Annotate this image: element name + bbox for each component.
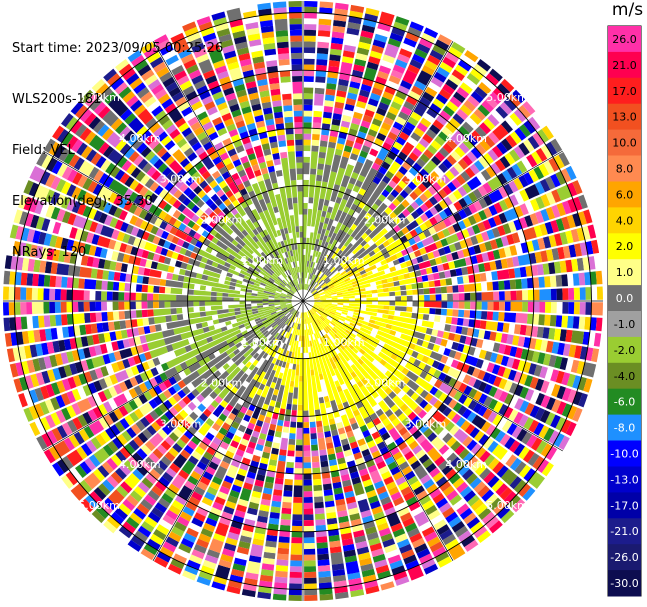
- colorbar-tick-label: -10.0: [610, 448, 638, 461]
- range-ring-label: 1.00km: [323, 254, 365, 267]
- range-ring-labels: 1.00km 1.00km 1.00km 1.00km 2.00km 2.00km 2.00…: [78, 91, 528, 512]
- colorbar-swatch: [608, 207, 641, 234]
- colorbar-swatch: [608, 285, 641, 312]
- colorbar-tick-label: 8.0: [616, 163, 634, 176]
- colorbar-swatch: [608, 51, 641, 79]
- scan-info: Start time: 2023/09/05 00:25:26 WLS200s-…: [12, 6, 223, 278]
- colorbar-tick-label: -21.0: [610, 525, 638, 538]
- colorbar-tick-label: -26.0: [610, 551, 638, 564]
- azimuth-spoke: [43, 300, 304, 452]
- colorbar-tick-label: 17.0: [612, 85, 637, 98]
- colorbar-swatch: [608, 440, 641, 467]
- azimuth-spoke: [152, 41, 304, 302]
- range-ring-label: 2.00km: [201, 213, 243, 226]
- colorbar-tick-label: -30.0: [610, 577, 638, 590]
- colorbar-swatch: [608, 362, 641, 390]
- azimuth-spoke: [43, 150, 304, 302]
- colorbar-tick-label: -17.0: [610, 499, 638, 512]
- range-ring-label: 4.00km: [119, 132, 161, 145]
- colorbar-tick-label: -2.0: [614, 344, 635, 357]
- colorbar-swatch: [608, 77, 641, 105]
- range-ring-label: 1.00km: [241, 336, 283, 349]
- colorbar-swatch: [608, 26, 641, 53]
- colorbar-tick-label: -6.0: [614, 396, 635, 409]
- start-time-label: Start time: 2023/09/05 00:25:26: [12, 41, 224, 56]
- range-ring-label: 3.00km: [405, 173, 447, 186]
- range-ring-label: 4.00km: [445, 458, 487, 471]
- colorbar-tick-label: 0.0: [616, 292, 634, 305]
- gate-cells: [4, 4, 583, 601]
- colorbar-tick-label: -13.0: [610, 473, 638, 486]
- azimuth-spokes: [3, 1, 603, 601]
- colorbar-swatch: [608, 155, 641, 182]
- gate-cells: [3, 7, 603, 590]
- colorbar-tick-label: 26.0: [612, 33, 637, 46]
- range-ring-label: 1.00km: [241, 254, 283, 267]
- colorbar-tick-label: 10.0: [612, 137, 637, 150]
- azimuth-spoke: [302, 300, 454, 561]
- field-label: Field: VEL: [12, 143, 75, 158]
- azimuth-spoke: [302, 300, 563, 452]
- range-ring-label: 4.00km: [119, 458, 161, 471]
- colorbar-swatch: [608, 336, 641, 364]
- colorbar-tick-label: -4.0: [614, 370, 635, 383]
- elevation-label: Elevation(deg): 35.30: [12, 194, 153, 209]
- range-ring-label: 1.00km: [323, 336, 365, 349]
- instrument-label: WLS200s-181: [12, 92, 102, 107]
- range-ring-label: 5.00km: [486, 499, 528, 512]
- range-ring-label: 4.00km: [445, 132, 487, 145]
- colorbar-title: m/s: [611, 0, 644, 20]
- range-ring-label: 5.00km: [78, 91, 120, 104]
- range-ring-label: 2.00km: [364, 377, 406, 390]
- colorbar-swatch: [608, 311, 641, 338]
- range-ring-label: 2.00km: [364, 213, 406, 226]
- colorbar-tick-label: -1.0: [614, 318, 635, 331]
- azimuth-spoke: [302, 41, 454, 302]
- colorbar-swatch: [608, 518, 641, 545]
- colorbar-swatch: [608, 388, 641, 416]
- colorbar-swatch: [608, 570, 641, 597]
- range-ring-label: 3.00km: [160, 173, 202, 186]
- range-ring-label: 3.00km: [160, 417, 202, 430]
- range-ring-label: 5.00km: [486, 91, 528, 104]
- range-ring-label: 5.00km: [78, 499, 120, 512]
- colorbar-swatch: [608, 259, 641, 286]
- colorbar-tick-label: 1.0: [616, 266, 634, 279]
- azimuth-spoke: [302, 150, 563, 302]
- colorbar-swatch: [608, 544, 641, 571]
- colorbar-swatch: [608, 103, 641, 131]
- azimuth-spoke: [152, 300, 304, 561]
- radar-gates: [3, 1, 603, 601]
- colorbar-tick-label: -8.0: [614, 422, 635, 435]
- nrays-label: NRays: 120: [12, 245, 87, 260]
- gate-cells: [8, 22, 591, 581]
- colorbar-swatch: [608, 492, 641, 519]
- colorbar-swatch: [608, 414, 641, 441]
- colorbar-swatch: [608, 466, 641, 493]
- colorbar-tick-label: 13.0: [612, 111, 637, 124]
- colorbar-tick-label: 6.0: [616, 188, 634, 201]
- colorbar-swatch: [608, 181, 641, 208]
- colorbar-swatch: [608, 233, 641, 260]
- colorbar-tick-label: 4.0: [616, 214, 634, 227]
- colorbar-swatch: [608, 129, 641, 156]
- gate-cells: [23, 19, 603, 594]
- range-ring-label: 3.00km: [405, 417, 447, 430]
- colorbar-tick-label: 21.0: [612, 59, 637, 72]
- range-ring-label: 2.00km: [201, 377, 243, 390]
- colorbar: 26.0 21.0 17.0 13.0 10.0 8.0 6.0 4.0 2.0 1.0 0.0 -1…: [607, 25, 642, 597]
- colorbar-tick-label: 2.0: [616, 240, 634, 253]
